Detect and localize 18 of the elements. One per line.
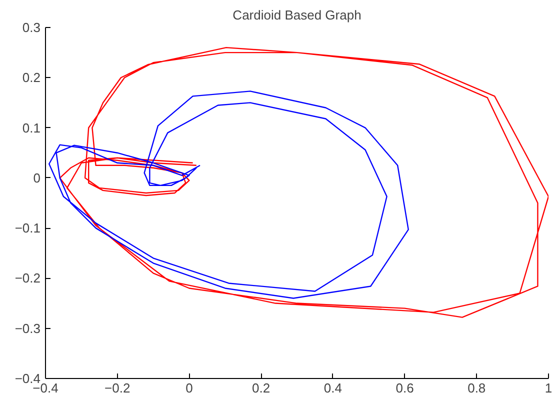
y-tick-label: −0.1 [14, 220, 41, 236]
y-tick-label: 0.2 [22, 70, 41, 86]
y-tick-label: −0.3 [14, 320, 41, 336]
y-tick-label: 0 [33, 170, 41, 186]
y-tick-label: 0.1 [22, 120, 41, 136]
x-tick-label: −0.2 [104, 380, 130, 396]
x-tick-label: 1 [544, 380, 552, 396]
x-tick-label: 0.4 [324, 380, 342, 396]
y-tick-label: −0.4 [14, 371, 41, 386]
y-tick-label: 0.3 [22, 20, 41, 35]
line-series [48, 90, 409, 299]
line-series [59, 46, 548, 318]
x-tick-label: 0.8 [468, 380, 486, 396]
x-tick-label: 0 [186, 380, 193, 396]
x-tick-label: 0.6 [396, 380, 414, 396]
y-tick-label: −0.2 [14, 270, 41, 286]
chart-title: Cardioid Based Graph [232, 8, 362, 22]
x-tick-label: 0.2 [252, 380, 270, 396]
